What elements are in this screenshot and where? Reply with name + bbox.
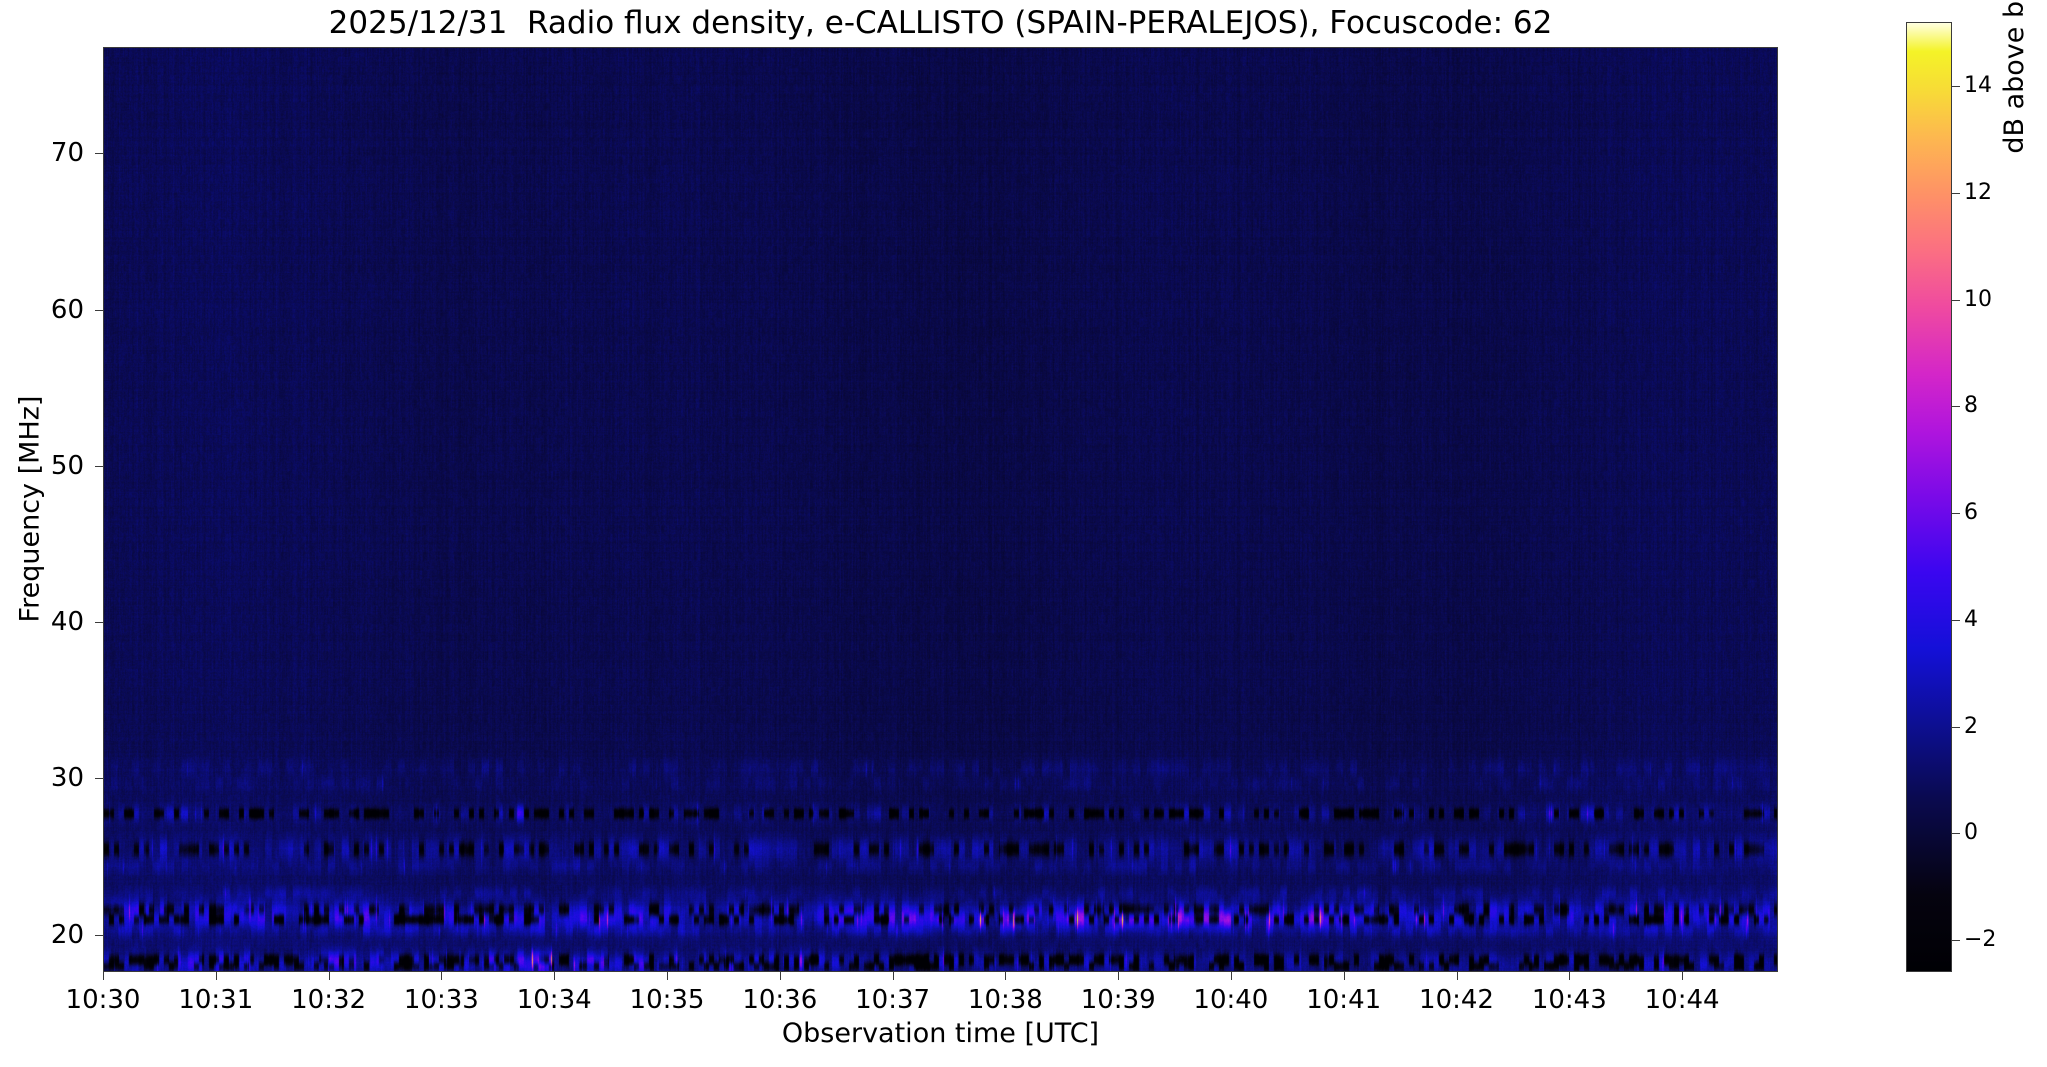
y-tick-label: 20 xyxy=(50,919,84,950)
x-tick-mark xyxy=(554,972,556,980)
y-tick-mark xyxy=(95,153,103,155)
colorbar-tick-label: 6 xyxy=(1964,500,1978,525)
y-tick-mark xyxy=(95,309,103,311)
colorbar-tick-mark xyxy=(1952,513,1960,514)
colorbar-tick-mark xyxy=(1952,192,1960,194)
colorbar[interactable] xyxy=(1906,22,1952,972)
colorbar-tick-label: 8 xyxy=(1964,393,1978,419)
colorbar-gradient xyxy=(1907,23,1951,971)
x-axis-label: Observation time [UTC] xyxy=(781,1018,1100,1049)
x-tick-mark xyxy=(441,972,443,980)
x-tick-label: 10:41 xyxy=(1306,985,1382,1015)
colorbar-tick-label: 2 xyxy=(1964,713,1978,739)
y-tick-mark xyxy=(95,934,103,936)
x-tick-mark xyxy=(1569,972,1571,980)
x-tick-mark xyxy=(1230,972,1232,980)
y-tick-label: 30 xyxy=(50,763,84,794)
y-tick-mark xyxy=(95,622,103,623)
colorbar-tick-mark xyxy=(1952,86,1960,87)
y-axis-label: Frequency [MHz] xyxy=(14,395,46,623)
spectrogram-image[interactable] xyxy=(104,48,1777,971)
x-tick-label: 10:44 xyxy=(1644,985,1720,1015)
x-tick-label: 10:43 xyxy=(1531,985,1607,1015)
colorbar-tick-mark xyxy=(1952,726,1960,728)
x-tick-mark xyxy=(1118,972,1120,980)
x-tick-label: 10:32 xyxy=(291,985,367,1015)
x-tick-mark xyxy=(103,972,104,980)
x-tick-label: 10:39 xyxy=(1080,985,1156,1015)
x-tick-mark xyxy=(1682,972,1684,980)
colorbar-tick-mark xyxy=(1952,406,1960,408)
x-tick-label: 10:38 xyxy=(967,985,1043,1015)
colorbar-tick-label: 4 xyxy=(1964,606,1978,632)
colorbar-tick-label: −2 xyxy=(1964,927,1997,952)
y-tick-label: 60 xyxy=(50,294,84,325)
x-tick-label: 10:30 xyxy=(65,985,141,1015)
y-tick-label: 40 xyxy=(50,607,84,637)
x-tick-mark xyxy=(1343,972,1345,980)
x-tick-mark xyxy=(1005,972,1007,980)
colorbar-tick-label: 10 xyxy=(1964,286,1992,312)
x-tick-label: 10:33 xyxy=(403,985,479,1015)
colorbar-tick-mark xyxy=(1952,299,1960,301)
x-tick-label: 10:36 xyxy=(742,985,818,1015)
colorbar-tick-mark xyxy=(1952,940,1960,941)
y-tick-mark xyxy=(95,778,103,780)
x-tick-mark xyxy=(667,972,668,980)
x-tick-label: 10:37 xyxy=(855,985,931,1015)
colorbar-label: dB above background xyxy=(1999,0,2030,154)
colorbar-tick-mark xyxy=(1952,619,1960,621)
colorbar-tick-label: 12 xyxy=(1964,179,1992,205)
y-tick-label: 70 xyxy=(50,138,84,169)
spectrogram-plot-area[interactable] xyxy=(103,47,1778,972)
y-tick-mark xyxy=(95,465,103,467)
colorbar-tick-mark xyxy=(1952,833,1960,835)
x-tick-mark xyxy=(328,972,330,980)
y-tick-label: 50 xyxy=(50,450,84,481)
x-tick-mark xyxy=(1456,972,1458,980)
x-tick-mark xyxy=(779,972,781,980)
x-tick-label: 10:34 xyxy=(516,985,592,1015)
x-tick-mark xyxy=(892,972,894,980)
colorbar-tick-label: 0 xyxy=(1964,820,1978,846)
colorbar-tick-label: 14 xyxy=(1964,73,1992,98)
x-tick-label: 10:31 xyxy=(178,985,254,1015)
x-tick-label: 10:35 xyxy=(629,985,705,1015)
x-tick-mark xyxy=(215,972,217,980)
x-tick-label: 10:42 xyxy=(1419,985,1494,1015)
x-tick-label: 10:40 xyxy=(1193,985,1269,1015)
page-title: 2025/12/31 Radio flux density, e-CALLIST… xyxy=(328,5,1553,41)
